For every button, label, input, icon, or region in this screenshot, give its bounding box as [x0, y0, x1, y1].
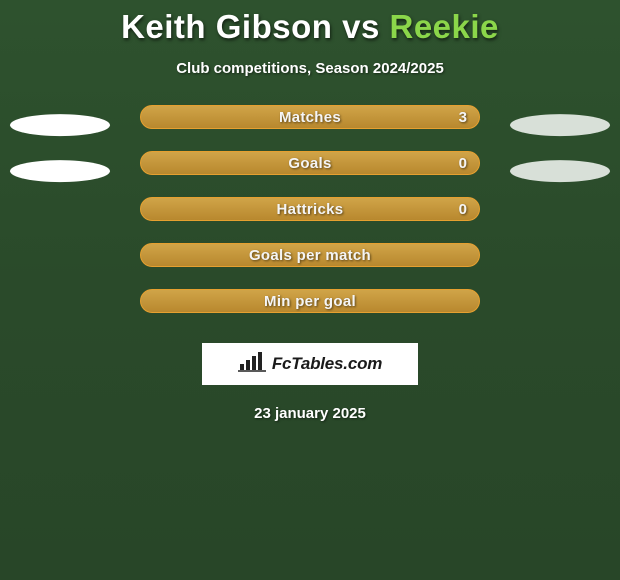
- stats-block: Matches 3 Goals 0 Hattricks 0 Goals per …: [0, 105, 620, 335]
- stat-label: Matches: [279, 109, 341, 126]
- player1-value-ellipse: [10, 160, 110, 182]
- stat-value: 3: [459, 109, 467, 126]
- player2-value-ellipse: [510, 114, 610, 136]
- stat-row: Goals 0: [0, 151, 620, 197]
- player1-value-ellipse: [10, 114, 110, 136]
- vs-separator: vs: [342, 8, 380, 45]
- stat-bar: Hattricks 0: [140, 197, 480, 221]
- date-label: 23 january 2025: [0, 405, 620, 422]
- stat-bar: Matches 3: [140, 105, 480, 129]
- stat-bar: Goals per match: [140, 243, 480, 267]
- brand-logo: FcTables.com: [202, 343, 418, 385]
- stat-row: Matches 3: [0, 105, 620, 151]
- stat-label: Goals: [288, 155, 331, 172]
- stat-bar: Min per goal: [140, 289, 480, 313]
- stat-label: Hattricks: [277, 201, 344, 218]
- player2-name: Reekie: [389, 8, 498, 45]
- stat-label: Goals per match: [249, 247, 371, 264]
- stat-value: 0: [459, 155, 467, 172]
- stat-value: 0: [459, 201, 467, 218]
- player2-value-ellipse: [510, 160, 610, 182]
- stat-row: Hattricks 0: [0, 197, 620, 243]
- subtitle: Club competitions, Season 2024/2025: [0, 60, 620, 77]
- stat-row: Goals per match: [0, 243, 620, 289]
- bar-chart-icon: [238, 352, 266, 377]
- stat-row: Min per goal: [0, 289, 620, 335]
- stat-label: Min per goal: [264, 293, 356, 310]
- stat-bar: Goals 0: [140, 151, 480, 175]
- brand-name: FcTables.com: [272, 354, 382, 374]
- comparison-card: Keith Gibson vs Reekie Club competitions…: [0, 0, 620, 422]
- page-title: Keith Gibson vs Reekie: [0, 8, 620, 46]
- player1-name: Keith Gibson: [121, 8, 332, 45]
